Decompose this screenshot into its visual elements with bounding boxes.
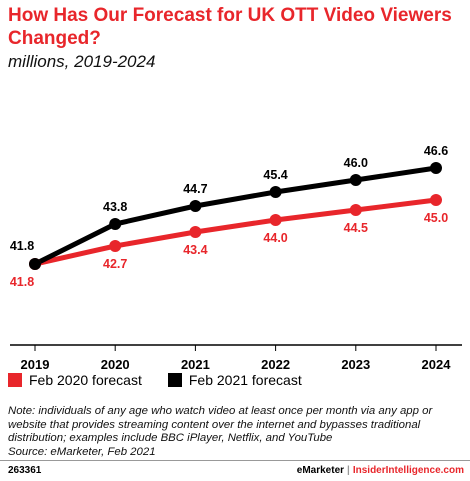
data-point — [430, 194, 442, 206]
data-label: 44.7 — [183, 182, 207, 196]
legend-label-feb-2020: Feb 2020 forecast — [29, 372, 142, 388]
source-text: Source: eMarketer, Feb 2021 — [8, 445, 156, 458]
data-label: 45.0 — [424, 211, 448, 225]
data-point — [269, 214, 282, 226]
x-tick-label: 2024 — [422, 357, 452, 370]
data-point — [109, 240, 122, 252]
x-tick-label: 2019 — [21, 357, 50, 370]
data-point — [349, 204, 362, 216]
data-label: 46.0 — [344, 156, 368, 170]
data-label: 43.8 — [103, 200, 127, 214]
series-line-1 — [32, 165, 439, 267]
legend-label-feb-2021: Feb 2021 forecast — [188, 372, 302, 388]
data-label: 43.4 — [183, 243, 207, 257]
legend-item-feb-2021: Feb 2021 forecast — [167, 372, 302, 388]
brand-site: InsiderIntelligence.com — [352, 465, 464, 476]
footer-divider — [0, 460, 470, 461]
brand-separator: | — [347, 465, 350, 476]
data-label: 41.8 — [10, 239, 34, 253]
x-tick-label: 2020 — [101, 357, 130, 370]
legend-swatch-red — [8, 373, 22, 387]
series-line-0 — [32, 197, 439, 267]
chart-id: 263361 — [8, 465, 42, 476]
chart-legend: Feb 2020 forecast Feb 2021 forecast — [8, 372, 328, 388]
data-label: 44.0 — [263, 231, 287, 245]
data-point — [109, 218, 122, 230]
data-point — [189, 200, 202, 212]
line-chart: 2019 2020 2021 2022 2023 2024 41.8 42.7 43.4 44.… — [10, 144, 462, 370]
data-point — [189, 226, 202, 238]
chart-title: How Has Our Forecast for UK OTT Video Vi… — [8, 5, 452, 49]
x-tick-label: 2021 — [181, 357, 210, 370]
chart-notes: Note: individuals of any age who watch v… — [8, 405, 466, 459]
note-text: Note: individuals of any age who watch v… — [8, 405, 433, 444]
data-point — [269, 186, 282, 198]
data-point — [430, 162, 442, 174]
data-point — [29, 258, 41, 270]
chart-subtitle: millions, 2019-2024 — [8, 52, 156, 71]
data-label: 46.6 — [424, 144, 448, 158]
data-label: 42.7 — [103, 257, 127, 271]
x-tick-label: 2022 — [261, 357, 290, 370]
data-point — [349, 174, 362, 186]
legend-swatch-black — [167, 373, 182, 387]
data-label: 44.5 — [344, 221, 368, 235]
data-label: 45.4 — [263, 168, 287, 182]
x-tick-label: 2023 — [341, 357, 370, 370]
data-label: 41.8 — [10, 275, 34, 289]
legend-item-feb-2020: Feb 2020 forecast — [8, 372, 142, 388]
footer-brand: eMarketer | InsiderIntelligence.com — [297, 465, 464, 476]
brand-name: eMarketer — [296, 465, 345, 476]
